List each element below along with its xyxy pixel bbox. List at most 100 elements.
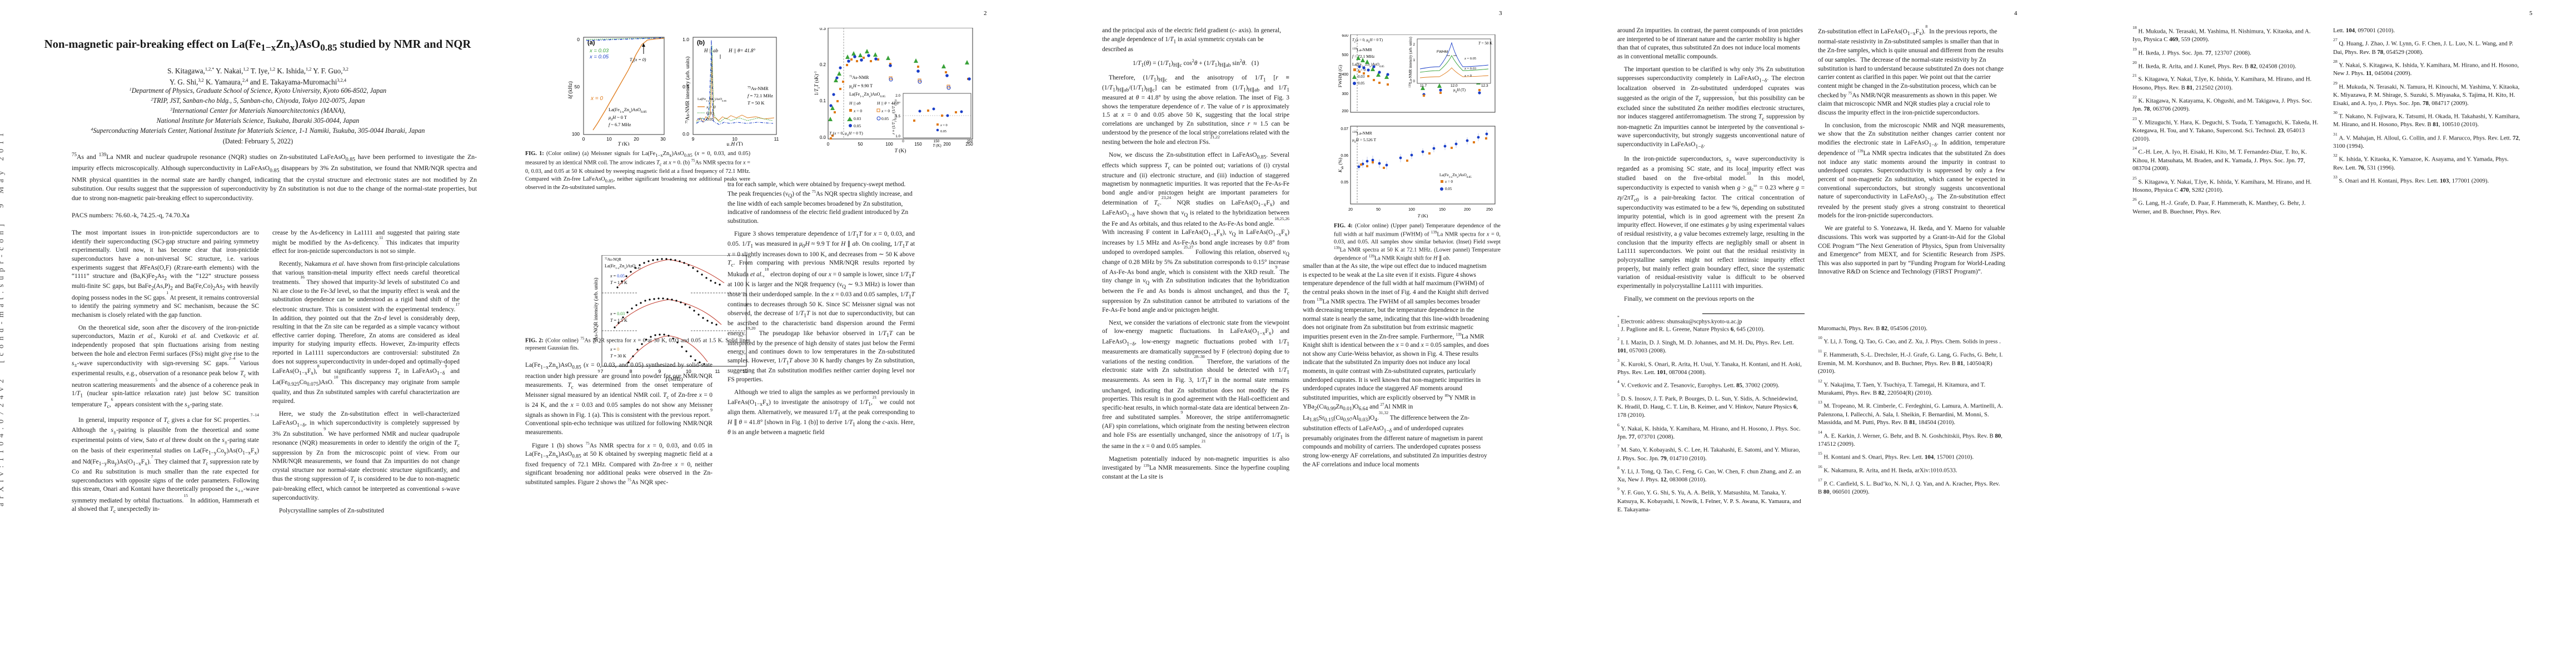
- svg-text:f ~ 6.7 MHz: f ~ 6.7 MHz: [609, 122, 631, 127]
- svg-text:2.0: 2.0: [895, 94, 900, 98]
- svg-text:La(Fe1-xZnx)AsO0.85: La(Fe1-xZnx)AsO0.85: [697, 97, 727, 102]
- svg-text:f = 72.1 MHz: f = 72.1 MHz: [1352, 54, 1375, 59]
- svg-text:0.07: 0.07: [1341, 127, 1348, 131]
- svg-text:20: 20: [634, 136, 639, 142]
- svg-text:T (K): T (K): [895, 148, 906, 154]
- svg-text:La(Fe1-xZnx)AsO0.85: La(Fe1-xZnx)AsO0.85: [849, 92, 885, 98]
- svg-text:T = 50 K: T = 50 K: [748, 100, 765, 106]
- svg-text:0.06: 0.06: [1341, 154, 1348, 158]
- svg-text:75As-NQR intensity (arb. units: 75As-NQR intensity (arb. units): [593, 278, 599, 344]
- svg-text:30: 30: [660, 136, 666, 142]
- svg-text:0.0: 0.0: [682, 131, 689, 137]
- svg-text:x = 0: x = 0: [590, 96, 603, 102]
- svg-text:0.05: 0.05: [706, 117, 714, 122]
- svg-text:0.03: 0.03: [1358, 74, 1365, 79]
- svg-text:x = 0.03: x = 0.03: [610, 311, 625, 316]
- svg-text:20: 20: [1348, 208, 1353, 212]
- svg-text:100: 100: [572, 131, 580, 137]
- svg-text:μ0H = 9.90 T: μ0H = 9.90 T: [849, 83, 873, 90]
- svg-text:H || ab: H || ab: [849, 101, 861, 106]
- svg-text:400: 400: [1342, 73, 1348, 77]
- svg-text:La(Fe1-xZnx)AsO0.85: La(Fe1-xZnx)AsO0.85: [1439, 173, 1472, 179]
- svg-text:T = 50 K: T = 50 K: [1478, 41, 1492, 46]
- svg-text:x = 0.03: x = 0.03: [1464, 67, 1476, 71]
- svg-text:0.05: 0.05: [854, 123, 861, 128]
- svg-text:10: 10: [606, 136, 612, 142]
- svg-text:1.0: 1.0: [895, 135, 900, 138]
- svg-text:0.3: 0.3: [820, 28, 826, 31]
- svg-text:139La-NMR: 139La-NMR: [1352, 47, 1372, 52]
- svg-text:x = 0.03: x = 0.03: [589, 48, 609, 54]
- svg-text:250: 250: [967, 140, 973, 143]
- svg-text:250: 250: [1486, 208, 1493, 212]
- svg-text:T (K): T (K): [1418, 213, 1428, 218]
- svg-text:75As-NQR: 75As-NQR: [605, 257, 621, 262]
- svg-text:11: 11: [715, 369, 720, 374]
- svg-text:500: 500: [1342, 53, 1348, 57]
- svg-text:x = 0: x = 0: [1444, 180, 1453, 184]
- svg-text:1.0: 1.0: [682, 37, 689, 42]
- svg-text:200: 200: [943, 142, 951, 147]
- svg-text:150: 150: [1439, 208, 1446, 212]
- svg-text:x = 0: x = 0: [1464, 74, 1472, 78]
- svg-text:x = 0.05: x = 0.05: [1464, 57, 1476, 61]
- svg-text:50: 50: [1376, 208, 1381, 212]
- svg-text:300: 300: [1342, 92, 1348, 96]
- svg-text:150: 150: [914, 142, 922, 147]
- svg-text:2: 2: [1413, 43, 1415, 47]
- svg-text:0.1: 0.1: [820, 98, 826, 103]
- svg-text:T (K): T (K): [933, 143, 941, 148]
- svg-text:100: 100: [885, 142, 893, 147]
- svg-text:0.2: 0.2: [820, 62, 826, 67]
- svg-text:δf (kHz): δf (kHz): [567, 81, 574, 99]
- svg-text:0.05: 0.05: [1341, 181, 1348, 185]
- svg-text:0: 0: [902, 140, 904, 143]
- svg-text:12.0: 12.0: [1451, 84, 1458, 88]
- svg-text:0: 0: [827, 142, 830, 147]
- svg-text:0.03: 0.03: [854, 116, 861, 121]
- svg-text:(b): (b): [697, 39, 705, 46]
- svg-text:200: 200: [1464, 208, 1471, 212]
- svg-text:1/T1T (sK)-1: 1/T1T (sK)-1: [814, 71, 821, 95]
- svg-text:FWHM (G): FWHM (G): [1337, 65, 1343, 88]
- svg-text:x = 0: x = 0: [940, 123, 948, 127]
- svg-text:50: 50: [858, 142, 863, 147]
- svg-text:Tc(x = 0, μ0H = 0 T): Tc(x = 0, μ0H = 0 T): [829, 131, 863, 137]
- svg-text:75As-NMR: 75As-NMR: [748, 86, 769, 91]
- svg-text:50: 50: [575, 84, 580, 89]
- svg-text:139La-NMR: 139La-NMR: [1352, 131, 1372, 136]
- svg-text:100: 100: [1408, 208, 1415, 212]
- svg-text:x = 0.05: x = 0.05: [589, 54, 609, 60]
- svg-text:x = 0.05: x = 0.05: [610, 273, 625, 278]
- svg-text:H || θ= 41.8°: H || θ= 41.8°: [728, 48, 755, 53]
- svg-text:T = 1.5 K: T = 1.5 K: [610, 280, 627, 285]
- svg-text:9: 9: [692, 136, 695, 142]
- svg-text:0: 0: [577, 37, 580, 42]
- svg-text:0.05: 0.05: [940, 130, 946, 133]
- svg-text:μ0H ~ 0 T: μ0H ~ 0 T: [608, 115, 627, 122]
- svg-text:x = 0: x = 0: [881, 108, 890, 113]
- svg-text:μ0H (T): μ0H (T): [1453, 88, 1466, 94]
- svg-text:x = 0: x = 0: [706, 104, 716, 109]
- svg-text:0: 0: [582, 136, 585, 142]
- svg-text:11.7: 11.7: [1420, 84, 1427, 88]
- svg-text:T = 30 K: T = 30 K: [610, 354, 626, 359]
- svg-text:μ0H (T): μ0H (T): [726, 141, 743, 146]
- svg-text:0.03: 0.03: [706, 111, 714, 116]
- svg-text:Tc(x = 0, μ0H = 0 T): Tc(x = 0, μ0H = 0 T): [1352, 38, 1383, 44]
- svg-text:x = 0: x = 0: [853, 108, 862, 113]
- svg-text:0.5: 0.5: [682, 84, 689, 89]
- svg-text:139La-NMR intensity (arb. unit: 139La-NMR intensity (arb. units): [1408, 37, 1413, 88]
- svg-text:10: 10: [732, 136, 738, 142]
- svg-text:μ0H = 5.526 T: μ0H = 5.526 T: [1352, 137, 1377, 144]
- svg-text:200: 200: [1342, 109, 1348, 113]
- svg-text:Tc(x = 0): Tc(x = 0): [630, 57, 646, 64]
- svg-text:0.05: 0.05: [1445, 187, 1452, 191]
- svg-text:f = 72.1 MHz: f = 72.1 MHz: [748, 93, 773, 98]
- svg-text:600: 600: [1342, 34, 1348, 38]
- svg-text:La(Fe1-xZnx)AsO0.85: La(Fe1-xZnx)AsO0.85: [609, 107, 647, 114]
- svg-text:0.05: 0.05: [1358, 81, 1365, 86]
- svg-text:150: 150: [934, 140, 940, 143]
- svg-text:12.3: 12.3: [1481, 84, 1488, 88]
- svg-text:Kab (%): Kab (%): [1337, 158, 1344, 173]
